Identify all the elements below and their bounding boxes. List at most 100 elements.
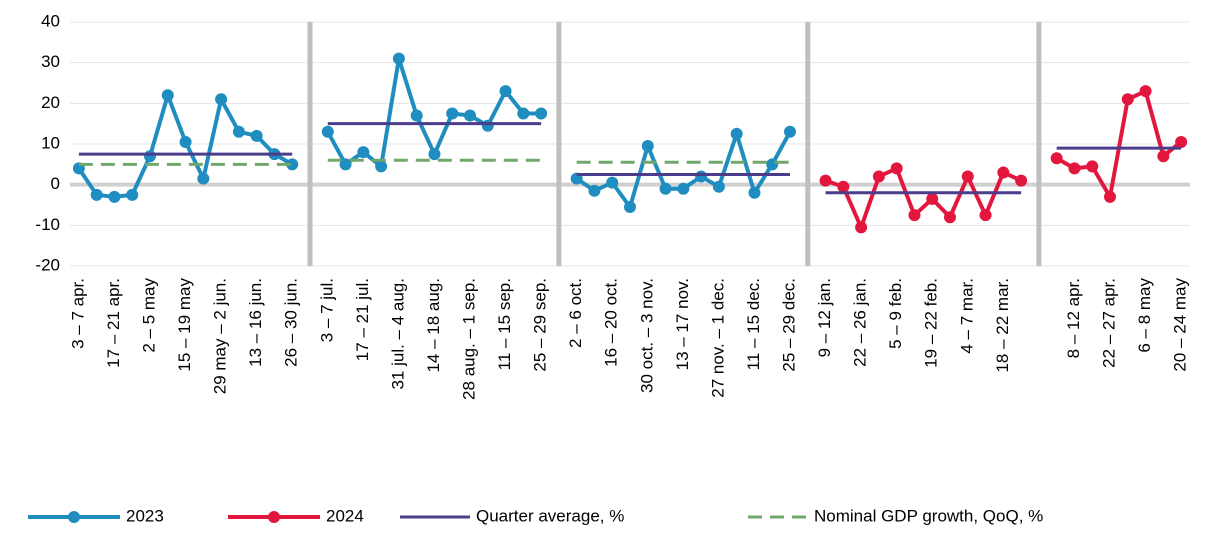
- data-point: [357, 146, 370, 159]
- data-point: [108, 190, 121, 203]
- data-point: [855, 221, 868, 234]
- data-point: [499, 85, 512, 98]
- x-tick-label: 8 – 12 apr.: [1064, 278, 1083, 358]
- x-tick-label: 26 – 30 jun.: [282, 278, 301, 367]
- data-point: [1175, 135, 1188, 148]
- data-point: [712, 180, 725, 193]
- data-point: [872, 170, 885, 183]
- x-tick-label: 11 – 15 sep.: [495, 278, 514, 370]
- data-point: [730, 127, 743, 140]
- x-tick-label: 20 – 24 may: [1171, 278, 1190, 372]
- data-point: [375, 160, 388, 173]
- x-tick-label: 25 – 29 dec.: [779, 278, 798, 372]
- data-point: [748, 186, 761, 199]
- data-point: [784, 125, 796, 138]
- data-point: [624, 201, 636, 214]
- data-point: [464, 109, 476, 122]
- y-tick-label: -10: [35, 215, 60, 234]
- data-point: [286, 158, 299, 171]
- data-point: [641, 140, 654, 153]
- data-point: [215, 93, 228, 106]
- x-tick-label: 13 – 17 nov.: [673, 278, 692, 370]
- y-tick-label: 10: [41, 133, 60, 152]
- data-point: [126, 188, 139, 201]
- legend-marker: [268, 511, 280, 523]
- x-tick-label: 22 – 26 jan.: [851, 278, 870, 367]
- x-tick-label: 6 – 8 may: [1135, 278, 1154, 353]
- data-point: [819, 174, 832, 187]
- y-tick-label: 20: [41, 93, 60, 112]
- data-point: [606, 176, 619, 189]
- series-line: [78, 122, 1182, 195]
- data-point: [961, 170, 974, 183]
- x-tick-label: 18 – 22 mar.: [993, 278, 1012, 373]
- y-tick-label: 30: [41, 52, 60, 71]
- data-point: [250, 129, 263, 142]
- legend-label: Quarter average, %: [476, 506, 624, 525]
- data-point: [161, 89, 174, 102]
- data-point: [446, 107, 459, 120]
- x-tick-label: 31 jul. – 4 aug.: [388, 278, 407, 390]
- data-point: [339, 158, 352, 171]
- x-tick-label: 25 – 29 sep.: [531, 278, 550, 372]
- data-point: [1068, 162, 1081, 175]
- x-tick-label: 16 – 20 oct.: [602, 278, 621, 367]
- data-point: [926, 192, 939, 205]
- data-point: [90, 188, 103, 201]
- x-tick-label: 19 – 22 feb.: [922, 278, 941, 368]
- data-point: [392, 52, 405, 65]
- legend-label: 2023: [126, 506, 164, 525]
- x-tick-label: 22 – 27 apr.: [1099, 278, 1118, 368]
- legend-marker: [68, 511, 80, 523]
- data-point: [588, 184, 601, 197]
- data-point: [321, 125, 334, 138]
- series-line: [78, 158, 790, 166]
- data-point: [144, 150, 156, 163]
- data-point: [1086, 160, 1099, 173]
- data-point: [1050, 152, 1063, 165]
- data-point: [1157, 150, 1170, 163]
- x-tick-label: 2 – 6 oct.: [566, 278, 585, 348]
- x-tick-label: 4 – 7 mar.: [957, 278, 976, 354]
- x-tick-label: 27 nov. – 1 dec.: [708, 278, 727, 398]
- x-tick-label: 2 – 5 may: [139, 278, 158, 353]
- data-point: [890, 162, 903, 175]
- x-tick-label: 30 oct. – 3 nov.: [637, 278, 656, 393]
- x-tick-label: 15 – 19 may: [175, 278, 194, 372]
- x-tick-label: 11 – 15 dec.: [744, 278, 763, 370]
- x-tick-label: 13 – 16 jun.: [246, 278, 265, 367]
- data-point: [1139, 85, 1152, 98]
- legend-label: 2024: [326, 506, 364, 525]
- data-point: [179, 135, 192, 148]
- data-point: [1015, 174, 1028, 187]
- x-tick-label: 14 – 18 aug.: [424, 278, 443, 373]
- y-tick-label: 0: [51, 174, 60, 193]
- x-tick-label: 17 – 21 jul.: [353, 278, 372, 361]
- data-point: [517, 107, 530, 120]
- y-tick-label: -20: [35, 255, 60, 274]
- data-point: [197, 172, 210, 185]
- data-point: [695, 170, 708, 183]
- x-tick-label: 29 may – 2 jun.: [211, 278, 230, 394]
- data-point: [997, 166, 1010, 179]
- x-tick-label: 17 – 21 apr.: [104, 278, 123, 368]
- data-point: [535, 107, 548, 120]
- x-tick-label: 3 – 7 apr.: [68, 278, 87, 349]
- data-point: [232, 125, 245, 138]
- data-point: [410, 109, 423, 122]
- data-point: [677, 182, 690, 195]
- data-point: [1104, 190, 1116, 203]
- data-point: [659, 182, 672, 195]
- x-tick-label: 5 – 9 feb.: [886, 278, 905, 349]
- data-point: [766, 158, 779, 171]
- data-point: [481, 119, 494, 132]
- series-line: [824, 88, 1183, 233]
- data-point: [979, 209, 992, 222]
- data-point: [837, 180, 850, 193]
- y-tick-label: 40: [41, 11, 60, 30]
- legend-label: Nominal GDP growth, QoQ, %: [814, 506, 1043, 525]
- x-tick-label: 9 – 12 jan.: [815, 278, 834, 357]
- x-tick-label: 3 – 7 jul.: [317, 278, 336, 342]
- data-point: [944, 211, 956, 224]
